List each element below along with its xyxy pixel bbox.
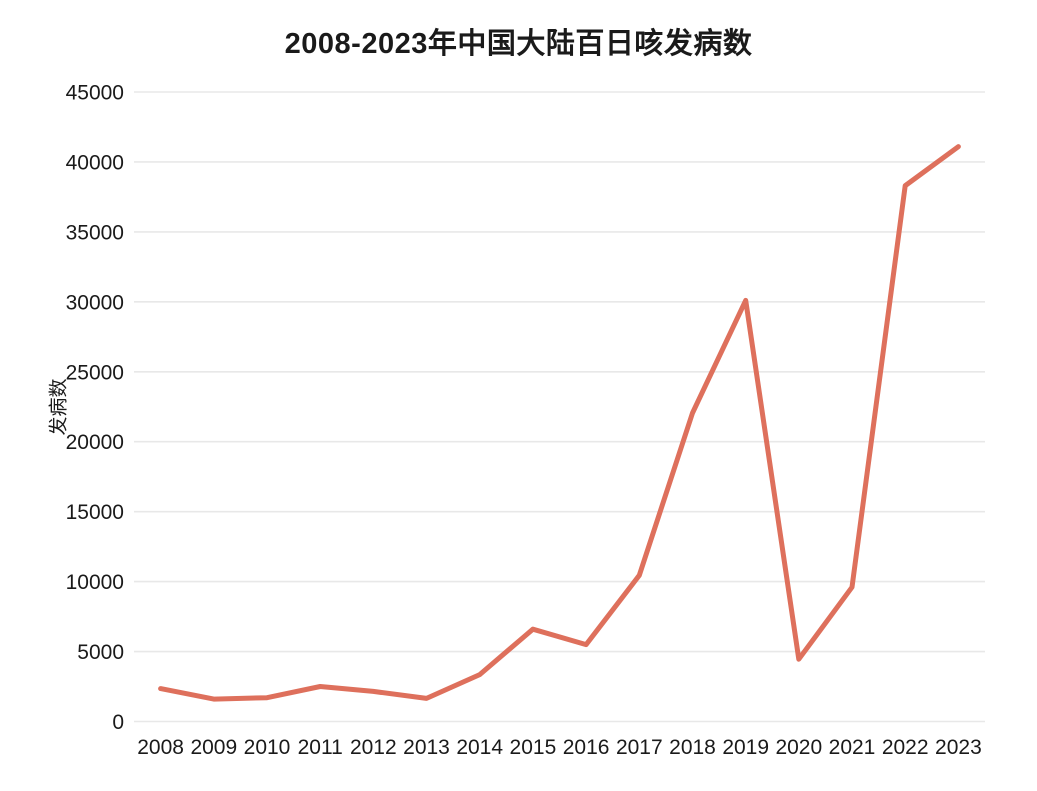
y-tick-label: 30000: [66, 291, 124, 314]
x-tick-label: 2008: [137, 736, 184, 759]
x-tick-label: 2020: [775, 736, 822, 759]
y-tick-label: 10000: [66, 571, 124, 594]
x-tick-label: 2012: [350, 736, 397, 759]
y-tick-label: 45000: [66, 82, 124, 105]
x-tick-label: 2015: [510, 736, 557, 759]
y-tick-label: 15000: [66, 501, 124, 524]
x-tick-label: 2023: [935, 736, 982, 759]
x-tick-label: 2013: [403, 736, 450, 759]
y-tick-label: 20000: [66, 431, 124, 454]
y-tick-label: 40000: [66, 151, 124, 174]
x-tick-label: 2009: [190, 736, 237, 759]
x-tick-label: 2017: [616, 736, 663, 759]
chart-title: 2008-2023年中国大陆百日咳发病数: [284, 28, 753, 60]
x-tick-label: 2019: [722, 736, 769, 759]
x-tick-label: 2014: [456, 736, 503, 759]
y-tick-label: 5000: [77, 641, 124, 664]
x-tick-label: 2018: [669, 736, 716, 759]
y-tick-label: 0: [112, 711, 124, 734]
y-tick-label: 25000: [66, 361, 124, 384]
x-tick-label: 2016: [563, 736, 610, 759]
data-line-pertussis-cases: [158, 144, 961, 702]
x-tick-label: 2010: [244, 736, 291, 759]
x-tick-label: 2022: [882, 736, 929, 759]
y-tick-label: 35000: [66, 221, 124, 244]
x-tick-label: 2011: [298, 736, 343, 759]
x-tick-label: 2021: [829, 736, 876, 759]
